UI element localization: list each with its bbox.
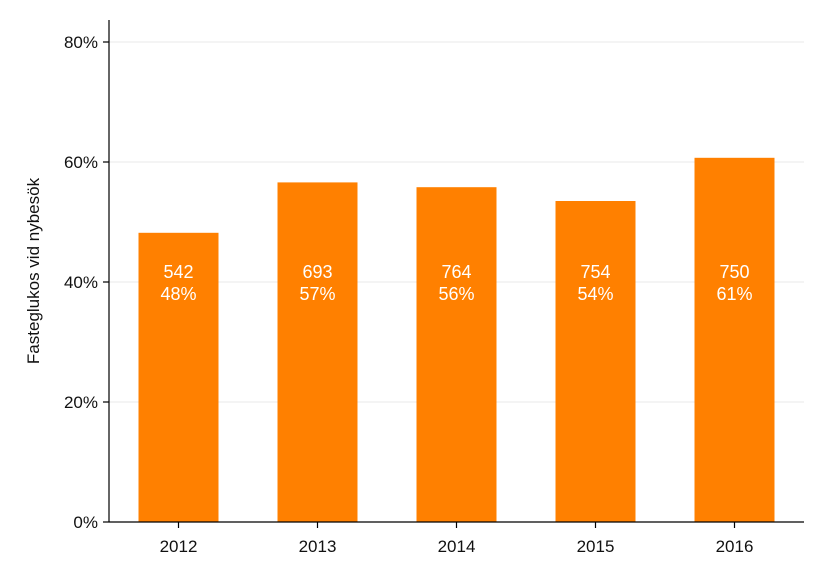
bar-percent-label: 61% bbox=[716, 284, 752, 304]
x-tick-label: 2015 bbox=[577, 537, 615, 556]
x-tick-label: 2012 bbox=[160, 537, 198, 556]
bar-2016 bbox=[694, 157, 775, 523]
bar-percent-label: 54% bbox=[577, 284, 613, 304]
bar-count-label: 693 bbox=[302, 262, 332, 282]
y-tick-label: 40% bbox=[64, 273, 98, 292]
x-tick-label: 2014 bbox=[438, 537, 476, 556]
bar-count-label: 750 bbox=[719, 262, 749, 282]
y-tick-label: 60% bbox=[64, 153, 98, 172]
bar-percent-label: 56% bbox=[438, 284, 474, 304]
x-axis-ticks: 2012 2013 2014 2015 2016 bbox=[160, 522, 754, 556]
y-axis-title: Fasteglukos vid nybesök bbox=[24, 177, 43, 364]
y-tick-label: 20% bbox=[64, 393, 98, 412]
bar-2015 bbox=[555, 201, 636, 522]
bar-percent-label: 48% bbox=[160, 284, 196, 304]
bar-2014 bbox=[416, 187, 497, 522]
y-tick-label: 0% bbox=[73, 513, 98, 532]
bar-count-label: 542 bbox=[163, 262, 193, 282]
bar-count-label: 754 bbox=[580, 262, 610, 282]
bar-2013 bbox=[277, 182, 358, 522]
bar-2012 bbox=[138, 232, 219, 523]
bar-count-label: 764 bbox=[441, 262, 471, 282]
bars bbox=[138, 157, 775, 523]
x-tick-label: 2013 bbox=[299, 537, 337, 556]
y-axis-ticks: 0% 20% 40% 60% 80% bbox=[64, 33, 109, 532]
x-tick-label: 2016 bbox=[716, 537, 754, 556]
bar-percent-label: 57% bbox=[299, 284, 335, 304]
y-tick-label: 80% bbox=[64, 33, 98, 52]
